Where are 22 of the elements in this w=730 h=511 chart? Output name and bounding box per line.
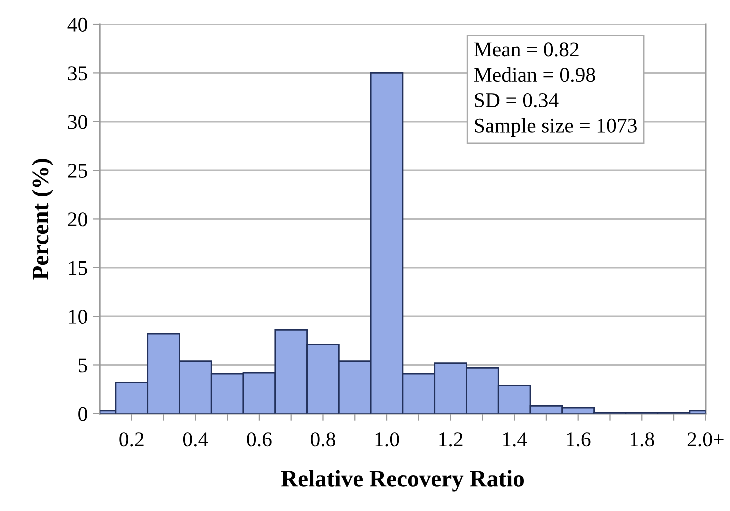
y-tick-label: 20: [68, 212, 88, 227]
y-tick-label: 25: [68, 164, 88, 178]
y-tick-label: 30: [68, 115, 88, 130]
x-tick-label: 0.6: [247, 432, 272, 447]
x-tick-label: 1.8: [630, 432, 654, 447]
x-axis-title: Relative Recovery Ratio: [281, 470, 524, 492]
x-tick-label: 1.2: [440, 432, 463, 447]
x-tick-label: 0.2: [120, 432, 144, 447]
y-tick-label: 5: [79, 358, 88, 373]
y-tick-label: 35: [68, 66, 88, 81]
x-tick-label: 0.8: [311, 432, 336, 447]
x-tick-label: 1.6: [567, 432, 591, 447]
y-tick-label: 10: [69, 310, 88, 324]
y-tick-label: 15: [69, 261, 88, 276]
x-tick-label: 0.4: [183, 432, 208, 447]
x-tick-label: 2.0+: [688, 432, 724, 447]
y-tick-label: 0: [78, 407, 88, 422]
x-tick-label: 1.0: [376, 432, 400, 447]
y-tick-label: 40: [68, 18, 88, 32]
y-axis-title: Percent (%): [32, 159, 54, 280]
x-tick-label: 1.4: [503, 432, 528, 447]
annotation: Mean = 0.82 Median = 0.98 SD = 0.34 Sample size = 1073: [474, 42, 637, 138]
